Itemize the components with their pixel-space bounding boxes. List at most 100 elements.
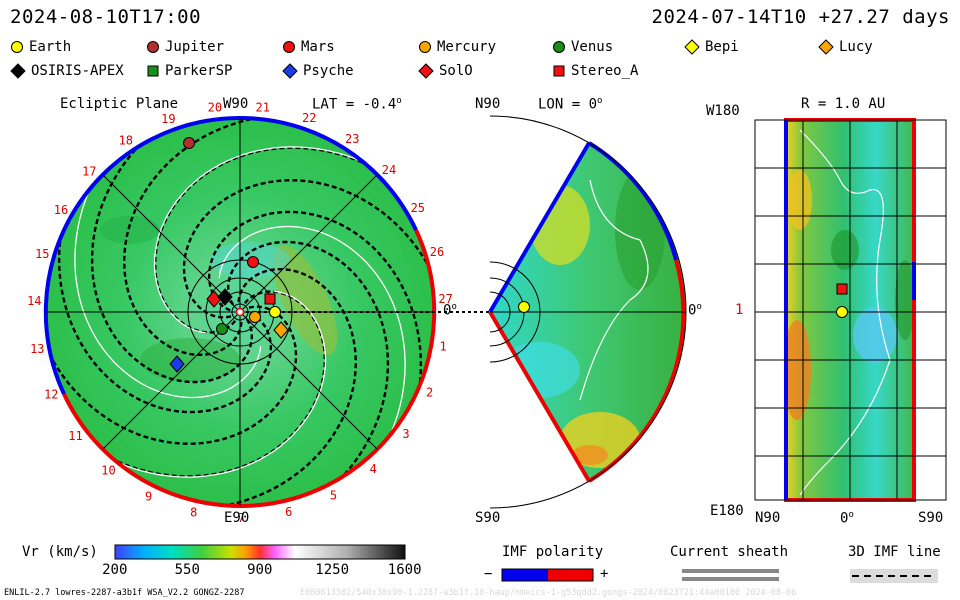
- sector-number: 19: [161, 112, 175, 126]
- colorbar-tick: 550: [174, 562, 200, 578]
- sector-number: 21: [255, 100, 269, 114]
- sector-number: 1: [439, 340, 446, 354]
- lucy-marker: [273, 321, 289, 339]
- legend-label: Stereo_A: [571, 63, 639, 79]
- sector-number: 25: [411, 201, 425, 215]
- sector-number: 27: [438, 292, 452, 306]
- sector-numbers: 20 21222324252627123456789101112131415161…: [27, 100, 453, 525]
- radius-label: R = 1.0 AU: [801, 96, 886, 112]
- imf-minus-label: −: [484, 566, 493, 582]
- legend-item-psyche: Psyche: [282, 63, 354, 79]
- legend-item-earth: Earth: [10, 39, 71, 55]
- stereo-a-marker: [264, 293, 276, 305]
- stereo-a-marker-map: [836, 283, 848, 295]
- velocity-colorbar: [114, 544, 406, 560]
- sector-number: 22: [302, 111, 316, 125]
- diamond-icon: [282, 63, 298, 79]
- current-sheath-label: Current sheath: [670, 544, 789, 560]
- earth-marker: [269, 306, 281, 318]
- sector-number: 15: [35, 247, 49, 261]
- circle-icon: [418, 40, 432, 54]
- psyche-marker: [169, 355, 185, 373]
- legend-label: Jupiter: [165, 39, 225, 55]
- circle-icon: [10, 40, 24, 54]
- legend-label: Bepi: [705, 39, 739, 55]
- legend-label: Psyche: [303, 63, 354, 79]
- sector-number: 17: [82, 165, 96, 179]
- e180-label: E180: [710, 503, 744, 519]
- longitude-label: LON = 0o: [538, 96, 603, 113]
- model-info: ENLIL-2.7 lowres-2287-a3b1f WSA_V2.2 GON…: [4, 588, 245, 598]
- colorbar-tick: 200: [102, 562, 128, 578]
- sector-number: 18: [119, 134, 133, 148]
- n90-label: N90: [475, 96, 501, 112]
- diamond-icon: [818, 39, 834, 55]
- sector-number: 2: [426, 386, 433, 400]
- n90-map-label: N90: [755, 510, 781, 526]
- sector-number: 12: [44, 388, 58, 402]
- colorbar-tick: 1600: [387, 562, 422, 578]
- legend-label: SolO: [439, 63, 473, 79]
- earth-marker-map: [836, 306, 848, 318]
- sector-number: 3: [402, 427, 409, 441]
- imf-polarity-label: IMF polarity: [502, 544, 604, 560]
- colorbar-label: Vr (km/s): [22, 544, 98, 560]
- legend-label: ParkerSP: [165, 63, 233, 79]
- diamond-icon: [418, 63, 434, 79]
- run-watermark: E080613502/540x30x90-1.2287-a3b1f.18-hau…: [300, 588, 797, 598]
- earth-marker-meridional: [518, 301, 530, 313]
- legend-item-venus: Venus: [552, 39, 613, 55]
- sector-number: 8: [190, 506, 197, 520]
- legend-label: Earth: [29, 39, 72, 55]
- legend-label: Mars: [301, 39, 335, 55]
- legend-label: Lucy: [839, 39, 873, 55]
- imf-positive-swatch: [548, 569, 593, 581]
- s90-map-label: S90: [918, 510, 944, 526]
- current-datetime: 2024-08-10T17:00: [10, 6, 202, 28]
- sector-number: 14: [27, 294, 41, 308]
- sector-number: 10: [101, 464, 115, 478]
- w180-label: W180: [706, 103, 740, 119]
- osiris-apex-marker: [217, 288, 233, 306]
- ecliptic-title: Ecliptic Plane: [60, 96, 179, 112]
- sector-number: 23: [345, 132, 359, 146]
- reference-time: 2024-07-14T10 +27.27 days: [651, 6, 950, 28]
- square-icon: [146, 64, 160, 78]
- e90-label: E90: [224, 510, 250, 526]
- legend-label: Venus: [571, 39, 614, 55]
- imf-line-label: 3D IMF line: [848, 544, 941, 560]
- sun-marker: [235, 307, 245, 317]
- one-au-map-panel: [754, 118, 947, 502]
- colorbar-tick: 1250: [315, 562, 350, 578]
- jupiter-marker: [183, 137, 195, 149]
- legend-item-parkersp: ParkerSP: [146, 63, 232, 79]
- zero-deg-label-middle: 0o: [688, 302, 702, 319]
- square-icon: [552, 64, 566, 78]
- one-au-tick-label: 1: [735, 302, 744, 318]
- legend-item-mercury: Mercury: [418, 39, 496, 55]
- circle-icon: [282, 40, 296, 54]
- ecliptic-plane-panel: 20 21222324252627123456789101112131415161…: [27, 100, 490, 525]
- sector-number: 24: [382, 163, 396, 177]
- legend-item-jupiter: Jupiter: [146, 39, 224, 55]
- legend-item-stereo-a: Stereo_A: [552, 63, 638, 79]
- legend-item-osiris-apex: OSIRIS-APEX: [10, 63, 124, 79]
- diamond-icon: [10, 63, 26, 79]
- sector-number: 4: [370, 462, 377, 476]
- sector-number: 11: [68, 429, 82, 443]
- circle-icon: [552, 40, 566, 54]
- w90-label: W90: [223, 96, 249, 112]
- legend-item-bepi: Bepi: [684, 39, 739, 55]
- meridional-plane-panel: [488, 115, 687, 509]
- mars-marker: [247, 256, 259, 268]
- sector-number: 7: [238, 511, 245, 525]
- circle-icon: [146, 40, 160, 54]
- latitude-label: LAT = -0.4o: [312, 96, 402, 113]
- imf-negative-swatch: [502, 569, 548, 581]
- venus-marker: [216, 323, 228, 335]
- zero-deg-label-left: 0o: [443, 302, 457, 319]
- colorbar-tick: 900: [247, 562, 273, 578]
- legend-item-solo: SolO: [418, 63, 473, 79]
- mercury-marker: [249, 311, 261, 323]
